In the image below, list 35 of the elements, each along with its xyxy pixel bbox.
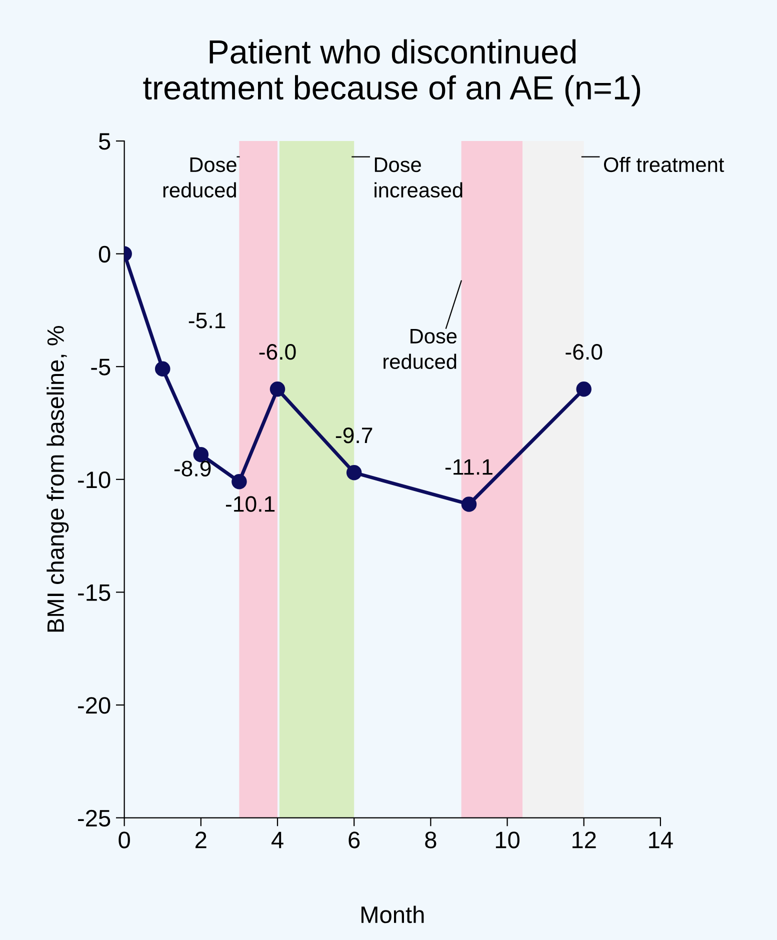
- data-label: -11.1: [445, 459, 492, 475]
- band-label: Dose reduced: [384, 329, 457, 370]
- band-label: Dose reduced: [163, 158, 236, 198]
- band-label: Dose increased: [374, 158, 462, 198]
- chart-title: Patient who discontinued treatment because of an AE (n=1): [143, 39, 640, 106]
- y-tick-label: -10: [78, 471, 110, 488]
- data-label: -5.1: [188, 312, 226, 328]
- data-label: -8.9: [174, 460, 211, 476]
- point: [270, 382, 286, 397]
- point: [346, 464, 362, 480]
- data-label: -10.1: [226, 496, 275, 512]
- band-label: Off treatment: [604, 156, 724, 172]
- x-tick-label: 14: [649, 832, 673, 848]
- x-tick-label: 2: [196, 832, 206, 848]
- point: [154, 361, 170, 376]
- y-tick-label: 5: [98, 133, 110, 150]
- x-tick-label: 10: [496, 832, 520, 848]
- y-tick-label: -15: [78, 584, 110, 601]
- x-tick-label: 12: [572, 832, 596, 848]
- y-tick-label: -20: [78, 697, 110, 714]
- y-tick-label: -25: [78, 810, 110, 827]
- point: [576, 382, 592, 397]
- point: [232, 474, 247, 490]
- data-label: -6.0: [259, 344, 296, 360]
- x-tick-label: 4: [271, 832, 284, 848]
- data-label: -9.7: [336, 428, 372, 444]
- data-label: -6.0: [566, 344, 602, 360]
- y-tick-label: -5: [91, 358, 110, 376]
- x-tick-label: 8: [425, 832, 436, 848]
- x-axis-title: Month: [362, 906, 424, 924]
- y-tick-label: 0: [98, 246, 110, 263]
- x-tick-label: 6: [348, 832, 360, 848]
- x-tick-label: 0: [118, 832, 130, 848]
- point: [461, 496, 477, 512]
- y-axis-title: BMI change from baseline, %: [46, 326, 69, 632]
